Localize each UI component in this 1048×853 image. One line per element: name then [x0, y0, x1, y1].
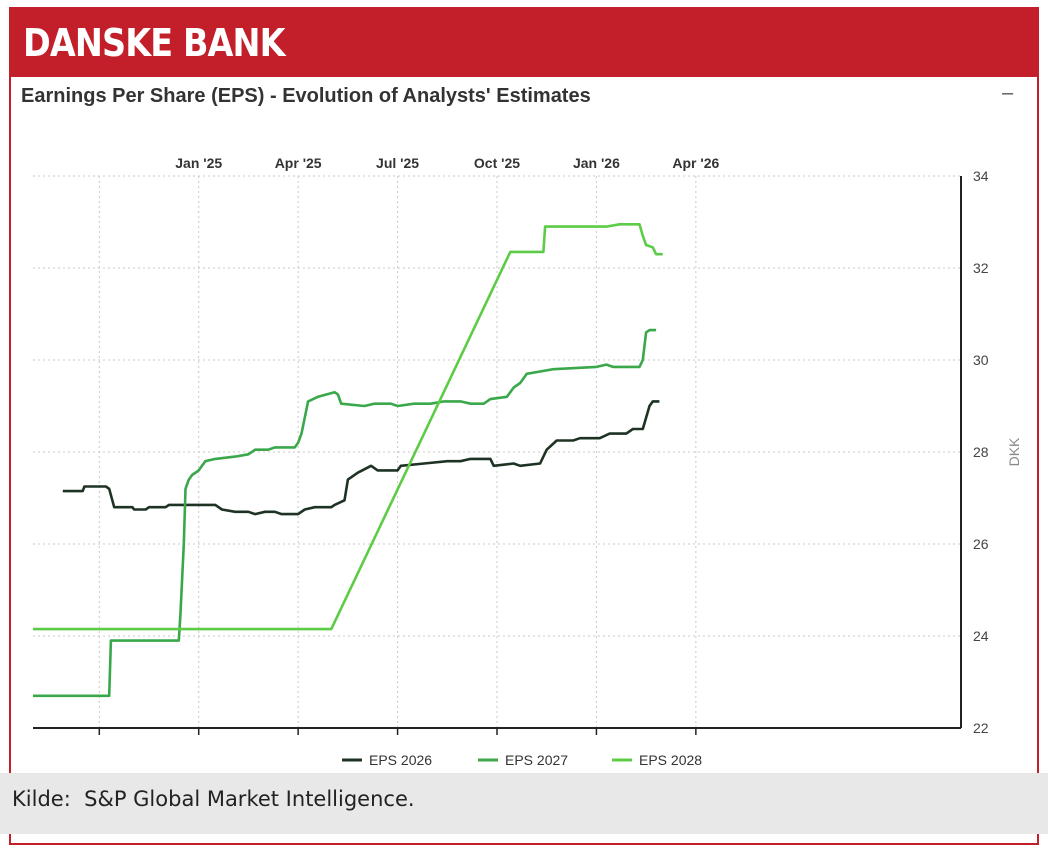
x-tick-label: Jan '26: [573, 155, 620, 171]
source-text: Kilde: S&P Global Market Intelligence.: [12, 787, 415, 811]
report-frame: DANSKE BANK: [9, 7, 1039, 845]
y-tick-label: 34: [973, 168, 989, 184]
y-tick-label: 22: [973, 720, 989, 736]
x-tick-label: Apr '25: [275, 155, 322, 171]
x-tick-label: Jan '25: [175, 155, 222, 171]
series-line-eps-2028: [33, 223, 663, 631]
chart-title: Earnings Per Share (EPS) - Evolution of …: [21, 85, 591, 107]
legend-label: EPS 2026: [369, 752, 432, 768]
legend-label: EPS 2027: [505, 752, 568, 768]
y-tick-label: 28: [973, 444, 989, 460]
y-tick-label: 24: [973, 628, 989, 644]
minimize-icon[interactable]: –: [1002, 82, 1014, 104]
series-line-eps-2026: [62, 400, 660, 516]
y-axis-label: DKK: [1006, 437, 1022, 466]
source-footer: Kilde: S&P Global Market Intelligence.: [0, 773, 1048, 834]
y-tick-label: 30: [973, 352, 989, 368]
bank-title: DANSKE BANK: [23, 21, 286, 65]
x-tick-label: Oct '25: [474, 155, 520, 171]
header-bar: DANSKE BANK: [11, 9, 1037, 77]
y-tick-label: 26: [973, 536, 989, 552]
x-tick-label: Jul '25: [376, 155, 419, 171]
x-tick-label: Apr '26: [672, 155, 719, 171]
y-tick-label: 32: [973, 260, 989, 276]
legend-label: EPS 2028: [639, 752, 702, 768]
series-line-eps-2027: [33, 328, 657, 698]
